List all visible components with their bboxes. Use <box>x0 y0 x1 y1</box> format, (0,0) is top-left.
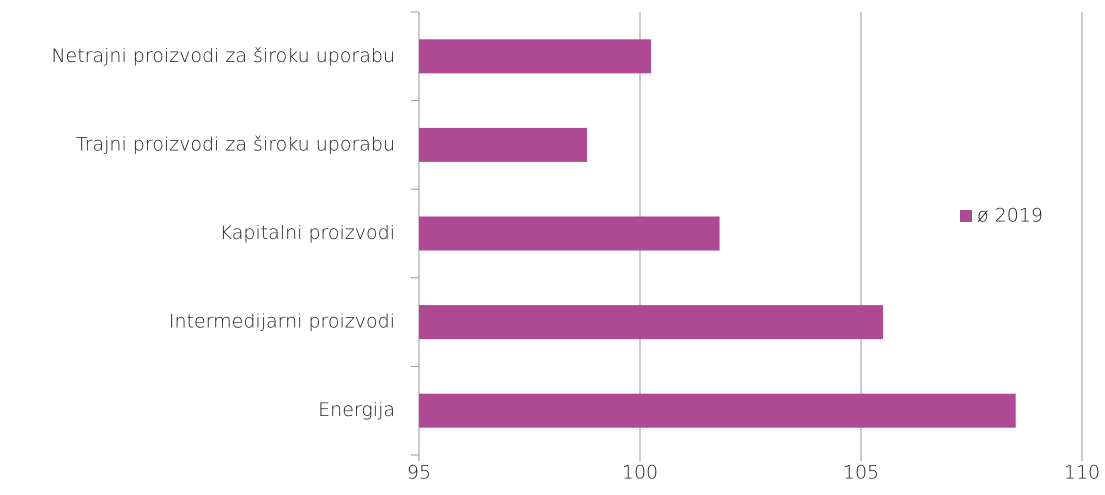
y-tick-label: Trajni proizvodi za široku uporabu <box>76 133 395 155</box>
legend-swatch <box>960 210 972 222</box>
bar <box>419 393 1016 428</box>
y-tick-label: Kapitalni proizvodi <box>220 222 395 244</box>
y-tick-label: Energija <box>318 399 395 421</box>
x-tick-label: 110 <box>1064 462 1100 484</box>
bar <box>419 127 587 162</box>
legend-label: ø 2019 <box>977 205 1043 227</box>
x-tick-label: 95 <box>407 462 431 484</box>
y-tick-label: Intermedijarni proizvodi <box>169 311 395 333</box>
bar <box>419 216 720 251</box>
y-tick-label: Netrajni proizvodi za široku uporabu <box>51 45 395 67</box>
bar <box>419 39 652 74</box>
x-tick-label: 105 <box>843 462 879 484</box>
x-tick-label: 100 <box>622 462 658 484</box>
bar <box>419 305 884 340</box>
